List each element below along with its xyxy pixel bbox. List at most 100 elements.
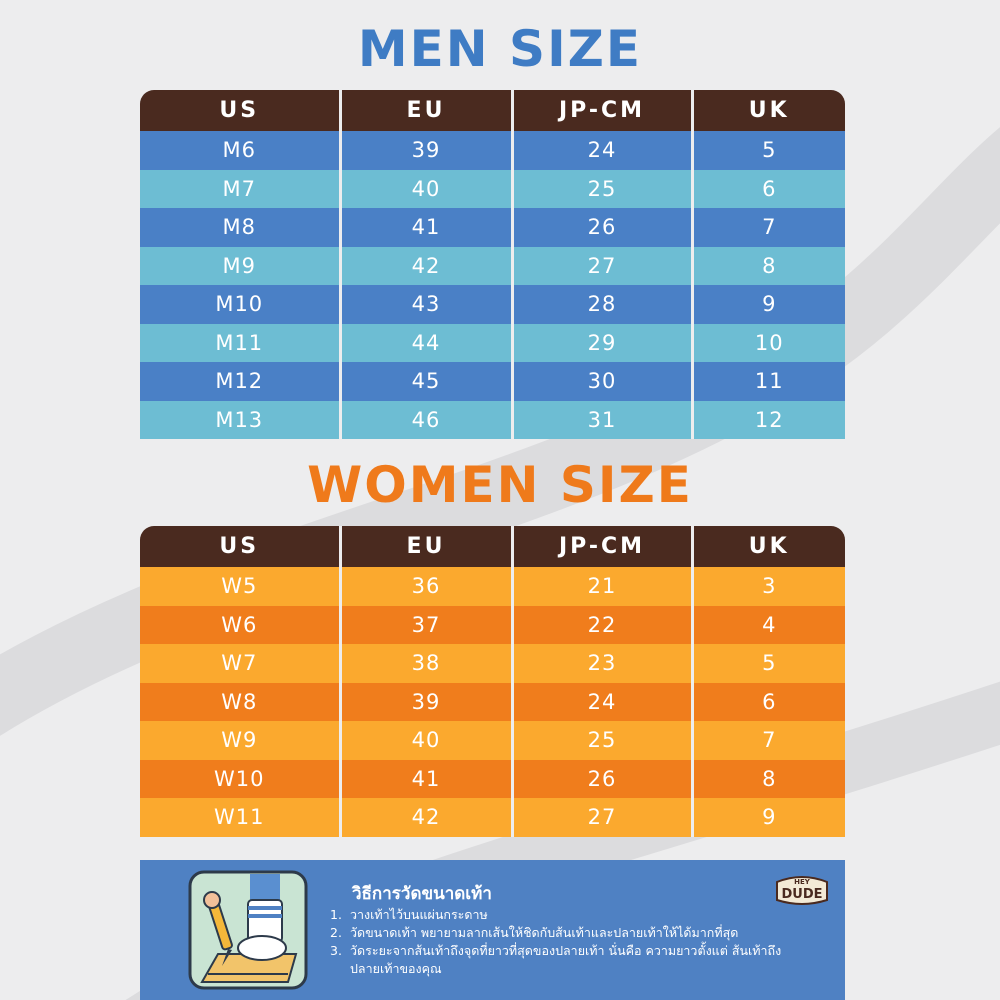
men-jp-cell: 29	[510, 323, 692, 362]
how-to-measure-panel: วิธีการวัดขนาดเท้า 1. วางเท้าไว้บนแผ่นกร…	[140, 860, 845, 1000]
table-row: M11 44 29 10	[140, 323, 845, 362]
list-item: 3. วัดระยะจากส้นเท้าถึงจุดที่ยาวที่สุดขอ…	[330, 942, 800, 978]
men-size-title: MEN SIZE	[357, 20, 643, 78]
women-eu-cell: 39	[338, 682, 512, 721]
table-row: W6 37 22 4	[140, 605, 845, 644]
men-eu-cell: 42	[338, 246, 512, 285]
women-header-eu: EU	[338, 526, 512, 567]
table-row: W11 42 27 9	[140, 798, 845, 837]
women-header-us: US	[140, 526, 340, 567]
men-jp-cell: 25	[510, 169, 692, 208]
women-uk-cell: 5	[690, 644, 845, 683]
women-header-uk: UK	[690, 526, 845, 567]
table-row: M10 43 28 9	[140, 285, 845, 324]
men-us-cell: M11	[140, 323, 340, 362]
svg-text:HEY: HEY	[794, 878, 811, 886]
men-uk-cell: 11	[690, 362, 845, 401]
women-eu-cell: 40	[338, 721, 512, 760]
men-eu-cell: 39	[338, 131, 512, 170]
women-uk-cell: 4	[690, 605, 845, 644]
women-jp-cell: 23	[510, 644, 692, 683]
step-text: วัดขนาดเท้า พยายามลากเส้นให้ชิดกับส้นเท้…	[350, 925, 739, 940]
men-header-eu: EU	[338, 90, 512, 131]
women-jp-cell: 27	[510, 798, 692, 837]
men-us-cell: M9	[140, 246, 340, 285]
women-size-table: US EU JP-CM UK W5 36 21 3 W6 37 22 4 W7 …	[140, 526, 845, 837]
women-uk-cell: 7	[690, 721, 845, 760]
men-uk-cell: 8	[690, 246, 845, 285]
women-us-cell: W8	[140, 682, 340, 721]
men-eu-cell: 44	[338, 323, 512, 362]
men-eu-cell: 40	[338, 169, 512, 208]
men-uk-cell: 10	[690, 323, 845, 362]
women-jp-cell: 26	[510, 759, 692, 798]
women-eu-cell: 41	[338, 759, 512, 798]
table-row: M8 41 26 7	[140, 208, 845, 247]
step-text: วางเท้าไว้บนแผ่นกระดาษ	[350, 907, 488, 922]
women-us-cell: W10	[140, 759, 340, 798]
men-eu-cell: 43	[338, 285, 512, 324]
men-eu-cell: 46	[338, 400, 512, 439]
men-uk-cell: 9	[690, 285, 845, 324]
men-us-cell: M12	[140, 362, 340, 401]
men-header-uk: UK	[690, 90, 845, 131]
men-uk-cell: 5	[690, 131, 845, 170]
list-item: 1. วางเท้าไว้บนแผ่นกระดาษ	[330, 906, 800, 924]
women-us-cell: W11	[140, 798, 340, 837]
women-jp-cell: 25	[510, 721, 692, 760]
men-size-table: US EU JP-CM UK M6 39 24 5 M7 40 25 6 M8 …	[140, 90, 845, 439]
table-row: M6 39 24 5	[140, 131, 845, 170]
women-eu-cell: 38	[338, 644, 512, 683]
women-uk-cell: 8	[690, 759, 845, 798]
women-eu-cell: 37	[338, 605, 512, 644]
women-us-cell: W5	[140, 567, 340, 606]
men-jp-cell: 24	[510, 131, 692, 170]
table-row: M9 42 27 8	[140, 246, 845, 285]
women-header-row: US EU JP-CM UK	[140, 526, 845, 567]
table-row: M7 40 25 6	[140, 169, 845, 208]
women-us-cell: W9	[140, 721, 340, 760]
men-jp-cell: 30	[510, 362, 692, 401]
men-jp-cell: 31	[510, 400, 692, 439]
table-row: W10 41 26 8	[140, 759, 845, 798]
svg-text:DUDE: DUDE	[781, 887, 822, 902]
table-row: W5 36 21 3	[140, 567, 845, 606]
men-header-row: US EU JP-CM UK	[140, 90, 845, 131]
women-jp-cell: 22	[510, 605, 692, 644]
list-item: 2. วัดขนาดเท้า พยายามลากเส้นให้ชิดกับส้น…	[330, 924, 800, 942]
men-us-cell: M13	[140, 400, 340, 439]
how-to-measure-title: วิธีการวัดขนาดเท้า	[352, 884, 492, 904]
men-us-cell: M8	[140, 208, 340, 247]
table-row: W9 40 25 7	[140, 721, 845, 760]
foot-measuring-icon	[188, 870, 308, 990]
women-eu-cell: 36	[338, 567, 512, 606]
men-header-jp-cm: JP-CM	[510, 90, 692, 131]
women-us-cell: W7	[140, 644, 340, 683]
step-text: วัดระยะจากส้นเท้าถึงจุดที่ยาวที่สุดของปล…	[350, 943, 782, 976]
step-number: 1.	[330, 907, 342, 922]
men-uk-cell: 12	[690, 400, 845, 439]
table-row: M13 46 31 12	[140, 400, 845, 439]
men-jp-cell: 27	[510, 246, 692, 285]
table-row: W8 39 24 6	[140, 682, 845, 721]
table-row: W7 38 23 5	[140, 644, 845, 683]
men-header-us: US	[140, 90, 340, 131]
table-row: M12 45 30 11	[140, 362, 845, 401]
men-uk-cell: 6	[690, 169, 845, 208]
women-eu-cell: 42	[338, 798, 512, 837]
men-eu-cell: 45	[338, 362, 512, 401]
women-uk-cell: 3	[690, 567, 845, 606]
men-us-cell: M10	[140, 285, 340, 324]
men-us-cell: M6	[140, 131, 340, 170]
men-uk-cell: 7	[690, 208, 845, 247]
men-eu-cell: 41	[338, 208, 512, 247]
women-us-cell: W6	[140, 605, 340, 644]
how-to-measure-steps: 1. วางเท้าไว้บนแผ่นกระดาษ 2. วัดขนาดเท้า…	[330, 906, 800, 978]
women-jp-cell: 24	[510, 682, 692, 721]
hey-dude-logo-icon: HEY DUDE	[776, 876, 828, 905]
step-number: 3.	[330, 943, 342, 958]
women-jp-cell: 21	[510, 567, 692, 606]
women-header-jp-cm: JP-CM	[510, 526, 692, 567]
women-uk-cell: 6	[690, 682, 845, 721]
